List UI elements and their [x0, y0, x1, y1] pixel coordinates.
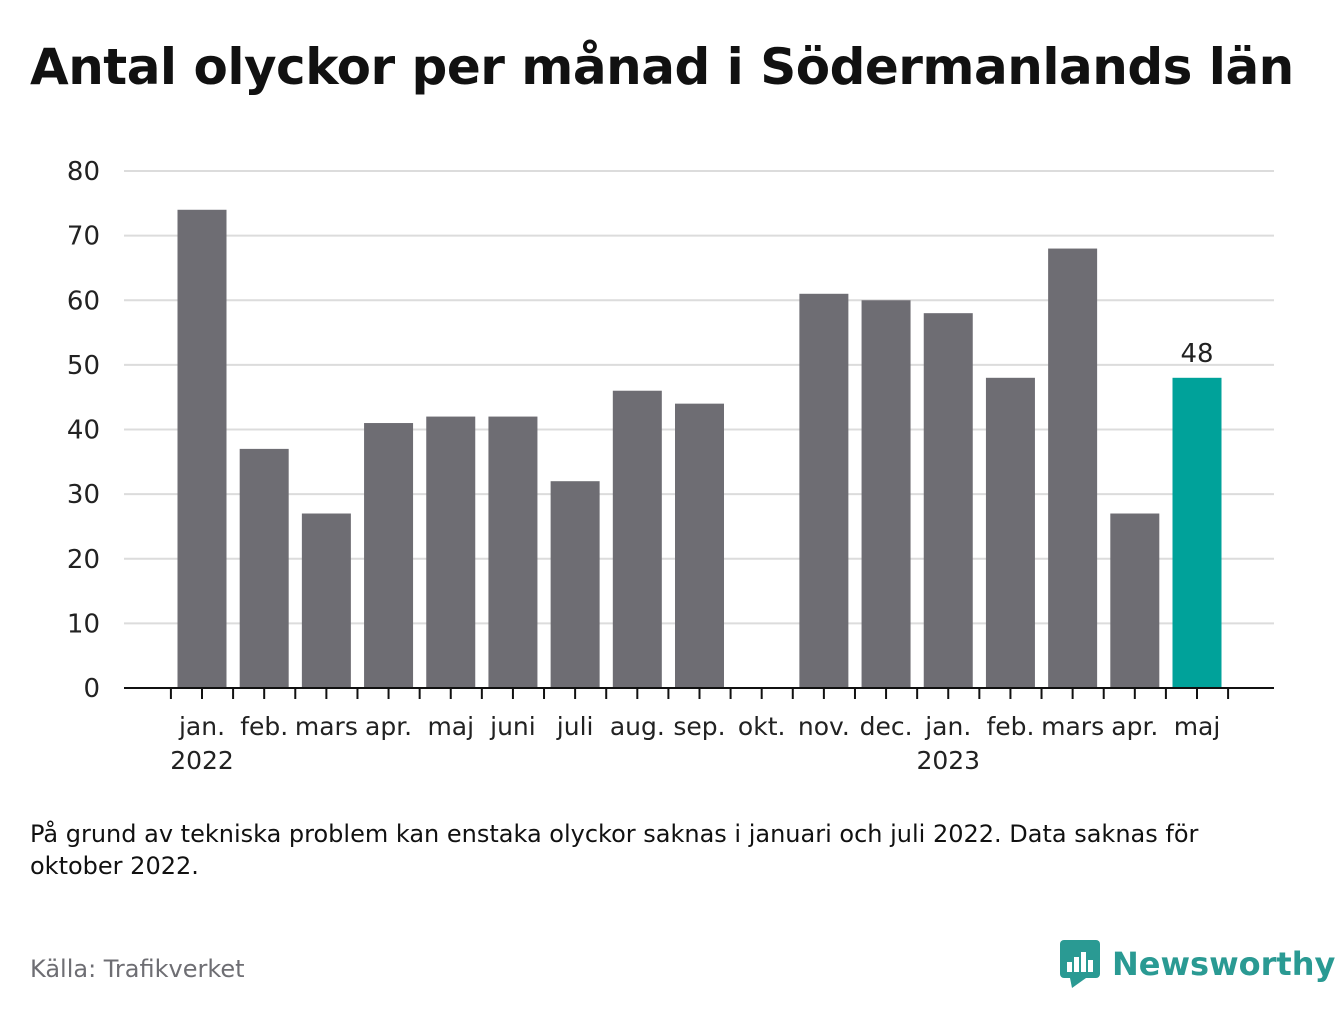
source-label: Källa: Trafikverket [30, 955, 245, 983]
y-tick-label: 80 [67, 157, 100, 187]
x-tick-label: apr. [365, 712, 412, 741]
x-year-label: 2022 [170, 746, 234, 775]
x-tick-label: apr. [1111, 712, 1158, 741]
bar [177, 209, 227, 688]
data-label: 48 [1180, 339, 1213, 369]
y-tick-label: 10 [67, 609, 100, 639]
x-tick-label: jan. [924, 712, 971, 741]
x-tick-label: feb. [986, 712, 1034, 741]
brand-name: Newsworthy [1112, 945, 1336, 983]
bar [426, 416, 476, 688]
x-tick-label: feb. [240, 712, 288, 741]
bar [861, 300, 911, 688]
x-tick-label: jan. [178, 712, 225, 741]
x-tick-label: mars [295, 712, 358, 741]
x-tick-label: maj [1174, 712, 1221, 741]
bar [1048, 248, 1098, 689]
x-tick-label: juli [556, 712, 594, 741]
bar [985, 377, 1035, 688]
bar [1110, 513, 1160, 688]
bar [612, 390, 662, 688]
x-tick-label: nov. [798, 712, 850, 741]
x-tick-label: dec. [860, 712, 913, 741]
x-tick-label: sep. [673, 712, 725, 741]
x-tick-label: mars [1041, 712, 1104, 741]
x-tick-label: aug. [610, 712, 665, 741]
bar [675, 403, 724, 688]
y-tick-label: 70 [67, 222, 100, 252]
bar [923, 313, 973, 688]
bar [301, 513, 351, 688]
y-tick-label: 30 [67, 480, 100, 510]
newsworthy-bar-chart-icon [1060, 940, 1100, 988]
bar [364, 423, 414, 688]
y-tick-label: 40 [67, 416, 100, 446]
x-tick-label: maj [427, 712, 474, 741]
x-tick-label: juni [489, 712, 536, 741]
bar [239, 448, 289, 688]
x-year-label: 2023 [916, 746, 980, 775]
y-tick-label: 50 [67, 351, 100, 381]
brand-logo: Newsworthy [1060, 940, 1335, 988]
bar [488, 416, 538, 688]
y-tick-label: 60 [67, 286, 100, 316]
y-tick-label: 20 [67, 545, 100, 575]
x-tick-label: okt. [738, 712, 786, 741]
bar [799, 293, 849, 688]
chart-title: Antal olyckor per månad i Södermanlands … [30, 38, 1294, 96]
bar [1172, 377, 1222, 688]
bar [550, 481, 600, 688]
y-tick-label: 0 [83, 674, 100, 704]
chart-note: På grund av tekniska problem kan enstaka… [30, 820, 1199, 880]
